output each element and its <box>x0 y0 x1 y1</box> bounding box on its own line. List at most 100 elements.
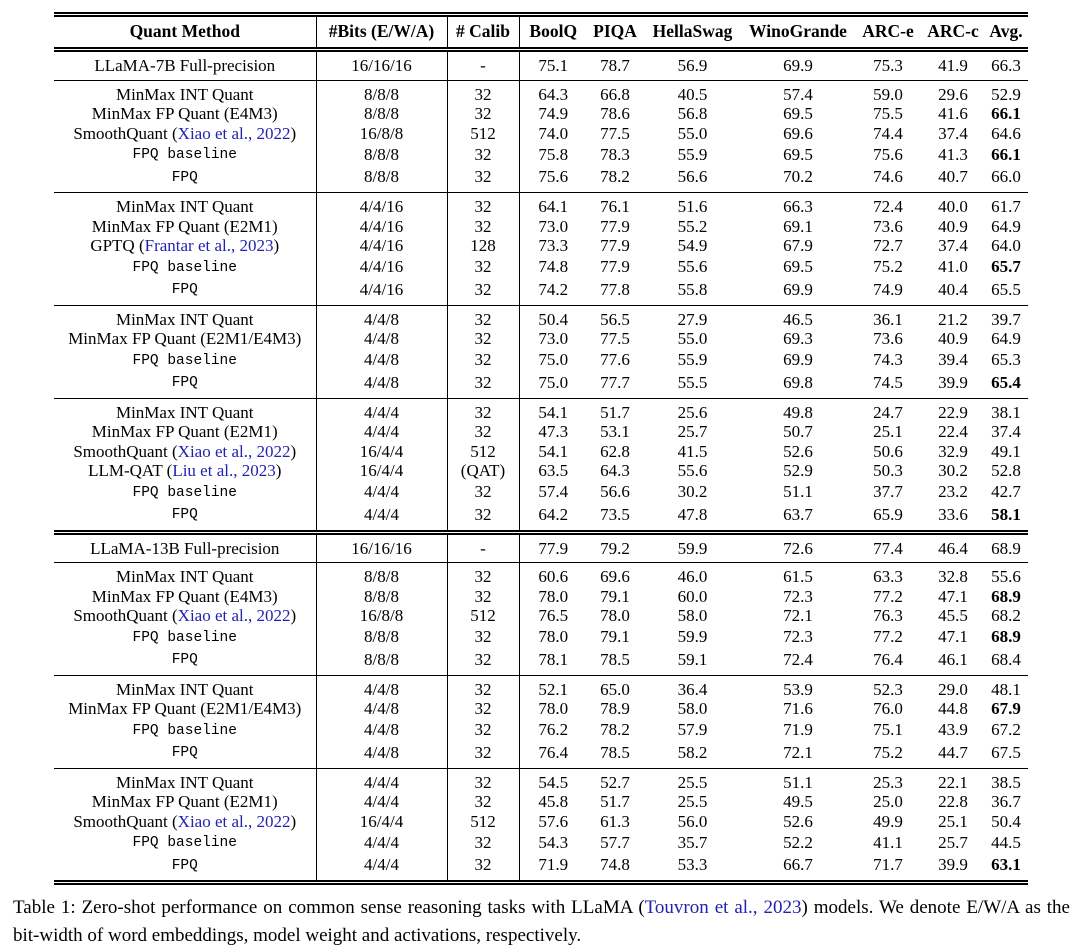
score-cell: 53.1 <box>600 422 630 441</box>
score-cell: 36.1 <box>873 309 903 329</box>
score-cell: 52.7 <box>600 772 630 792</box>
table-row: LLM-QAT (Liu et al., 2023) 16/4/4 (QAT) 63.… <box>54 461 1028 481</box>
calib-cell: 32 <box>447 768 520 792</box>
avg-cell: 64.6 <box>991 123 1021 143</box>
score-cell: 77.2 <box>873 627 903 646</box>
score-cell: 25.3 <box>873 772 903 792</box>
score-cell: 75.0 <box>538 372 569 392</box>
method-cell: MinMax FP Quant (E2M1/E4M3) <box>54 329 317 349</box>
score-cell: 75.1 <box>873 720 903 739</box>
bits-cell: 16/8/8 <box>316 123 448 143</box>
score-cell: 25.1 <box>938 811 968 831</box>
score-cell: 74.9 <box>873 279 903 299</box>
avg-cell: 64.9 <box>991 329 1021 348</box>
method-text: FPQ baseline <box>132 352 237 369</box>
score-cell: 32.8 <box>938 567 968 586</box>
citation-link[interactable]: Xiao et al., 2022 <box>177 441 291 461</box>
score-cell: 41.0 <box>938 257 968 276</box>
score-cell: 71.9 <box>783 720 813 739</box>
citation-link[interactable]: Liu et al., 2023 <box>172 461 276 480</box>
header-row: Quant Method #Bits (E/W/A) # Calib BoolQ… <box>54 14 1028 52</box>
score-cell: 69.3 <box>783 329 813 348</box>
avg-cell: 58.1 <box>991 504 1021 524</box>
score-cell: 54.1 <box>538 402 569 422</box>
method-cell: MinMax FP Quant (E2M1/E4M3) <box>54 699 317 719</box>
score-cell: 65.9 <box>873 504 903 524</box>
avg-cell: 65.7 <box>991 257 1021 276</box>
method-cell: FPQ baseline <box>54 143 317 166</box>
method-text: FPQ baseline <box>132 147 237 163</box>
bits-cell: 4/4/4 <box>316 831 448 854</box>
method-text: SmoothQuant ( <box>73 123 178 143</box>
method-text: MinMax FP Quant (E2M1/E4M3) <box>68 329 302 348</box>
bits-cell: 4/4/8 <box>316 718 448 741</box>
score-cell: 40.5 <box>677 84 708 104</box>
score-cell: 72.4 <box>873 197 903 216</box>
score-cell: 47.3 <box>538 422 569 441</box>
method-text: FPQ baseline <box>132 259 237 276</box>
method-cell: FPQ baseline <box>54 831 317 854</box>
score-cell: 47.1 <box>938 586 968 606</box>
citation-link[interactable]: Xiao et al., 2022 <box>177 811 291 831</box>
calib-cell: 128 <box>447 236 520 256</box>
calib-cell: 32 <box>447 792 520 812</box>
score-cell: 64.3 <box>538 84 569 104</box>
score-cell: 76.0 <box>873 699 903 718</box>
score-cell: 41.5 <box>677 441 708 461</box>
table-row: MinMax FP Quant (E2M1) 4/4/4 32 45.8 51.7 25.… <box>54 792 1028 812</box>
score-cell: 75.1 <box>538 56 569 75</box>
score-cell: 59.9 <box>677 627 708 646</box>
calib-cell: 32 <box>447 699 520 719</box>
score-cell: 52.9 <box>783 461 813 480</box>
score-cell: 77.4 <box>873 538 903 558</box>
method-text: ) <box>290 811 297 831</box>
caption-citation-link[interactable]: Touvron et al., 2023 <box>644 897 802 918</box>
full-precision-row: LLaMA-13B Full-precision 16/16/16-77.9 79.… <box>54 532 1028 563</box>
method-text: FPQ baseline <box>132 629 237 646</box>
score-cell: 78.1 <box>538 649 569 669</box>
method-text: ) <box>275 461 282 480</box>
score-cell: 55.0 <box>677 123 708 143</box>
score-cell: 69.5 <box>783 257 813 276</box>
score-cell: 36.4 <box>677 679 708 699</box>
score-cell: 49.5 <box>783 792 813 811</box>
score-cell: 71.9 <box>538 855 569 874</box>
table-caption: Table 1: Zero-shot performance on common… <box>13 894 1070 950</box>
citation-link[interactable]: Xiao et al., 2022 <box>177 123 291 143</box>
score-cell: 47.1 <box>938 627 968 646</box>
method-cell: LLaMA-13B Full-precision <box>54 532 317 563</box>
column-header-quant-method: Quant Method <box>54 14 317 52</box>
citation-link[interactable]: Xiao et al., 2022 <box>177 606 291 625</box>
score-cell: 50.3 <box>873 461 903 480</box>
score-cell: 72.6 <box>783 538 813 558</box>
avg-cell: 36.7 <box>991 792 1021 811</box>
bits-cell: 8/8/8 <box>316 625 448 648</box>
bits-cell: 4/4/4 <box>316 768 448 792</box>
score-cell: 60.0 <box>677 586 708 606</box>
calib-cell: 32 <box>447 398 520 422</box>
citation-link[interactable]: Frantar et al., 2023 <box>144 236 274 255</box>
score-cell: 69.5 <box>783 104 813 123</box>
score-cell: 75.2 <box>873 742 903 762</box>
score-cell: 77.7 <box>600 372 630 392</box>
method-text: FPQ baseline <box>132 835 237 851</box>
score-cell: 55.6 <box>677 257 708 276</box>
score-cell: 50.6 <box>873 441 903 461</box>
score-cell: 37.4 <box>938 123 968 143</box>
score-cell: 78.2 <box>600 720 630 739</box>
score-cell: 51.6 <box>677 197 708 216</box>
method-text: FPQ <box>171 169 198 186</box>
table-row: FPQ baseline 4/4/4 32 57.4 56.6 30.2 51.1 37.7 2… <box>54 480 1028 503</box>
score-cell: 72.4 <box>783 649 813 669</box>
score-cell: 22.8 <box>938 792 968 811</box>
score-cell: 69.6 <box>783 123 813 143</box>
score-cell: 44.7 <box>938 742 968 762</box>
table-row: MinMax FP Quant (E2M1/E4M3) 4/4/8 32 78.0 78… <box>54 699 1028 719</box>
column-header-arc-c: ARC-c <box>922 14 984 52</box>
bits-cell: 16/4/4 <box>316 811 448 831</box>
method-cell: LLaMA-7B Full-precision <box>54 49 317 80</box>
score-cell: 41.1 <box>873 832 903 852</box>
score-cell: 54.3 <box>538 832 569 852</box>
score-cell: 74.2 <box>538 279 569 299</box>
score-cell: 63.7 <box>783 504 813 524</box>
